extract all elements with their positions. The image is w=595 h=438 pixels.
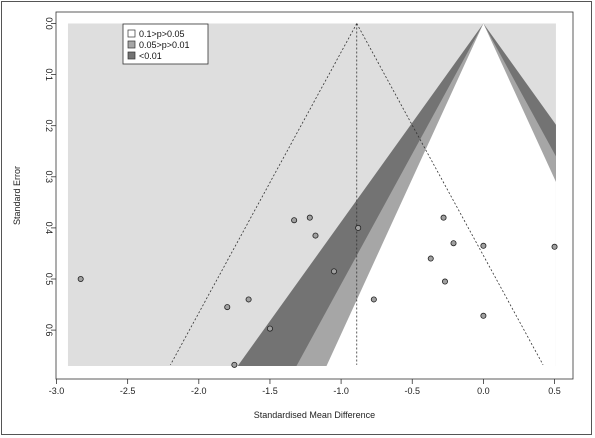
study-point: [77, 275, 84, 282]
x-axis-title: Standardised Mean Difference: [254, 410, 375, 420]
study-point: [306, 214, 313, 221]
y-tick-label: 0.3: [44, 171, 54, 184]
y-tick-label: 0.4: [44, 222, 54, 235]
y-tick-label: 0.1: [44, 68, 54, 81]
study-point: [480, 242, 487, 249]
study-point: [370, 296, 377, 303]
x-tick-label: 0.0: [477, 386, 490, 396]
legend-swatch: [127, 51, 136, 60]
legend-swatch: [127, 40, 136, 49]
x-tick-label: -1.0: [333, 386, 349, 396]
study-point: [441, 278, 448, 285]
y-tick-label: 0.5: [44, 273, 54, 286]
study-points: [77, 214, 558, 368]
significance-contours: [67, 23, 556, 366]
x-tick-label: -0.5: [404, 386, 420, 396]
study-point: [427, 255, 434, 262]
legend-label: 0.1>p>0.05: [139, 29, 185, 39]
y-tick-label: 0.2: [44, 119, 54, 132]
x-tick-label: -3.0: [49, 386, 65, 396]
plot-border: [55, 11, 574, 380]
funnel-lines: [170, 23, 544, 366]
funnel-left-line: [170, 23, 358, 366]
contour-layer: [67, 23, 556, 366]
y-axis-title: Standard Error: [12, 166, 22, 225]
study-point: [245, 296, 252, 303]
legend-box: [122, 23, 209, 65]
study-point: [312, 232, 319, 239]
axes: -3.0 -2.5 -2.0 -1.5 -1.0 -0.5 0.0 0.5 0.0 0.1 0.2 0…: [44, 11, 574, 396]
study-point: [450, 240, 457, 247]
study-point: [330, 268, 337, 275]
x-tick-label: -1.5: [262, 386, 278, 396]
study-point: [551, 243, 558, 250]
x-tick-label: -2.5: [120, 386, 136, 396]
legend: 0.1>p>0.050.05>p>0.01<0.01: [122, 23, 209, 65]
study-point: [440, 214, 447, 221]
study-point: [480, 312, 487, 319]
study-point: [355, 224, 362, 231]
legend-swatch: [127, 29, 136, 38]
x-tick-label: 0.5: [548, 386, 561, 396]
funnel-right-line: [356, 23, 544, 366]
y-tick-label: 0.0: [44, 17, 54, 30]
y-tick-label: 0.6: [44, 324, 54, 337]
x-tick-label: -2.0: [191, 386, 207, 396]
contour-band-010: [326, 23, 556, 366]
legend-label: <0.01: [139, 51, 162, 61]
study-point: [224, 304, 231, 311]
study-point: [266, 325, 273, 332]
study-point: [291, 217, 298, 224]
legend-label: 0.05>p>0.01: [139, 40, 190, 50]
study-point: [231, 361, 238, 368]
